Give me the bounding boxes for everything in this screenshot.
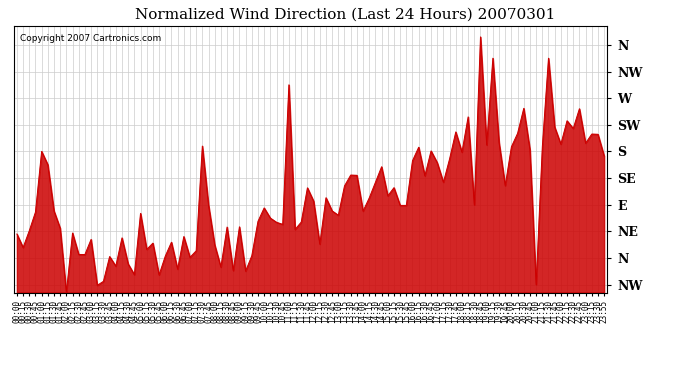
Text: Copyright 2007 Cartronics.com: Copyright 2007 Cartronics.com <box>20 34 161 43</box>
Text: Normalized Wind Direction (Last 24 Hours) 20070301: Normalized Wind Direction (Last 24 Hours… <box>135 8 555 21</box>
